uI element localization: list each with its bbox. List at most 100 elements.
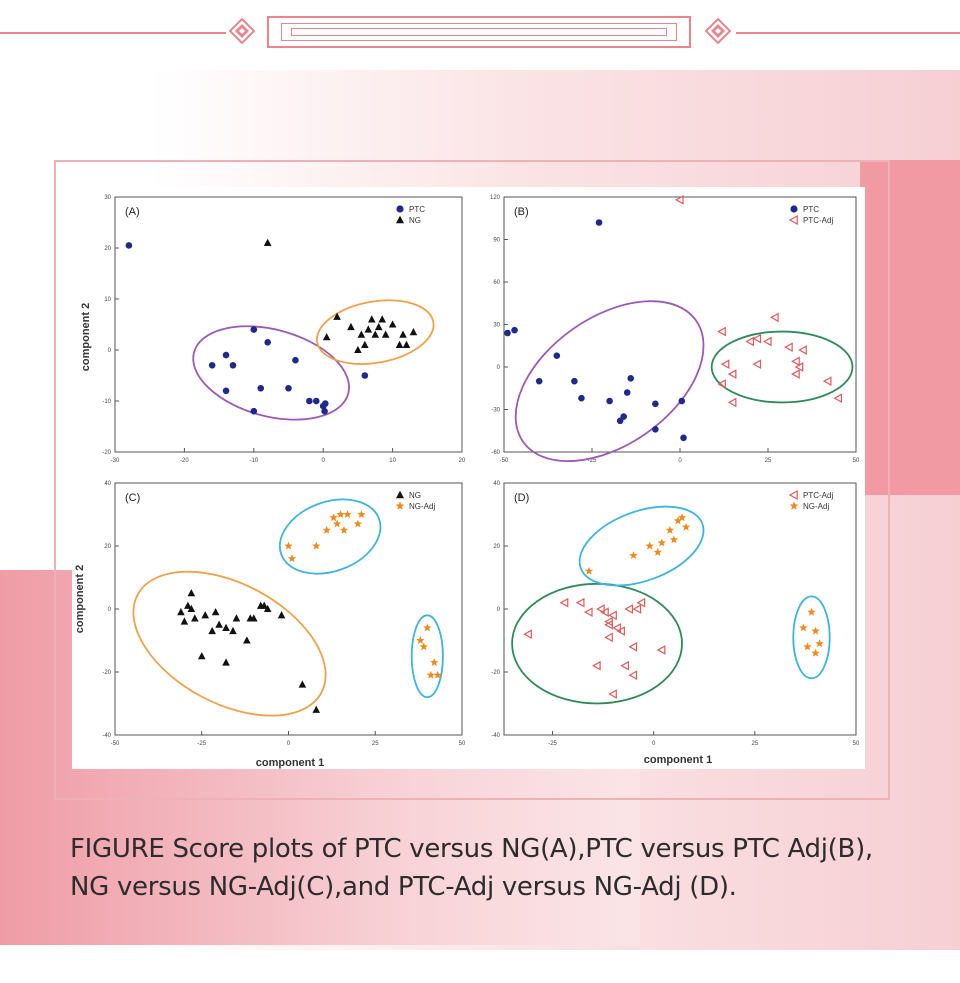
ellipse-purple [514, 300, 705, 463]
x-tick-label: 0 [287, 741, 291, 747]
point-ng [312, 705, 321, 713]
ellipse-blue [578, 505, 705, 587]
x-tick-label: -50 [111, 741, 120, 747]
point-ng [347, 322, 355, 331]
point-ptc [264, 339, 271, 346]
legend-marker [790, 205, 798, 213]
point-ptc-adj [636, 597, 646, 608]
xlabel-right: component 1 [644, 754, 712, 766]
point-ng [191, 614, 199, 622]
point-ng [177, 607, 185, 616]
point-ng [215, 620, 223, 628]
x-tick-label: 0 [322, 458, 326, 464]
ellipse-purple [192, 325, 350, 421]
legend-marker [396, 215, 404, 224]
point-ptc [623, 389, 631, 396]
y-tick-label: 30 [104, 195, 111, 201]
point-ptc-adj [720, 359, 730, 369]
point-ng [298, 680, 307, 688]
point-ptc-adj [604, 616, 613, 627]
point-ng [378, 315, 386, 323]
point-ptc [678, 397, 686, 405]
x-tick-label: 25 [765, 458, 772, 464]
panel-label: (B) [514, 206, 529, 218]
header-line-right [736, 32, 960, 34]
point-ptc [627, 375, 635, 382]
y-tick-label: 0 [497, 607, 501, 613]
legend-label: NG-Adj [803, 502, 829, 511]
x-tick-label: 0 [652, 741, 656, 747]
ellipse-blue [278, 498, 382, 575]
ellipse-orange [132, 570, 327, 717]
point-ng-adj [353, 519, 363, 528]
point-ng [364, 325, 373, 333]
ellipse-blue [410, 614, 444, 699]
panel-1: -50 -25 0 25 50 -60 -30 0 30 60 90 120 (B) PTC PTC-Adj [490, 195, 860, 464]
ylabel-top: component 2 [80, 303, 92, 371]
point-ng [184, 601, 192, 609]
point-ng-adj [416, 636, 425, 644]
point-ptc-adj [717, 326, 726, 337]
background-right-block [860, 160, 960, 495]
x-tick-label: 10 [389, 458, 396, 464]
point-ng-adj [657, 538, 666, 547]
legend-marker [789, 501, 799, 510]
plot-frame [114, 196, 463, 453]
point-ptc-adj [632, 604, 642, 614]
y-tick-label: 20 [104, 246, 111, 252]
point-ptc-adj [791, 356, 800, 367]
y-tick-label: -40 [491, 733, 500, 739]
point-ptc [250, 326, 258, 333]
x-tick-label: 50 [853, 741, 860, 747]
header-line-left [0, 32, 226, 34]
y-tick-label: -30 [491, 408, 500, 414]
x-tick-label: -25 [588, 458, 597, 464]
xlabel-left: component 1 [256, 757, 324, 769]
point-ptc [652, 426, 659, 433]
x-tick-label: -20 [180, 458, 189, 464]
point-ng-adj [322, 525, 331, 534]
point-ptc [680, 434, 687, 442]
point-ng [263, 604, 272, 613]
ellipse-orange [316, 299, 435, 365]
point-ng [222, 658, 230, 666]
x-tick-label: -30 [111, 458, 120, 464]
y-tick-label: 20 [104, 544, 111, 550]
point-ng [367, 315, 376, 323]
point-ptc [222, 387, 230, 395]
point-ng [333, 312, 341, 320]
point-ptc [125, 242, 133, 249]
point-ng [361, 340, 369, 348]
point-ptc [257, 384, 265, 392]
legend-marker [788, 214, 798, 226]
point-ptc-adj [592, 660, 601, 671]
point-ng-adj [426, 670, 435, 679]
panel-label: (A) [125, 206, 140, 218]
y-tick-label: 0 [497, 365, 501, 371]
point-ptc [652, 400, 659, 408]
point-ptc-adj [628, 670, 638, 680]
point-ng [187, 589, 196, 597]
point-ptc [222, 351, 230, 359]
x-tick-label: 50 [459, 741, 466, 747]
panel-label: (D) [514, 492, 529, 504]
point-ptc [606, 397, 613, 405]
legend-label: PTC-Adj [803, 491, 833, 500]
point-ptc-adj [624, 604, 634, 614]
ylabel-bottom: component 2 [74, 565, 86, 633]
point-ng-adj [433, 670, 442, 679]
legend-label: PTC [803, 205, 819, 214]
point-ng [381, 330, 390, 338]
figure-card: component 2 component 2 component 1 comp… [72, 187, 865, 769]
y-tick-label: 90 [493, 238, 500, 244]
point-ptc [553, 352, 561, 359]
y-tick-label: -20 [491, 670, 500, 676]
point-ng-adj [653, 547, 662, 556]
y-tick-label: 20 [493, 544, 500, 550]
point-ptc-adj [784, 342, 793, 352]
point-ptc-adj [717, 379, 726, 389]
header-title-frame-inner2 [291, 28, 667, 36]
y-tick-label: -40 [102, 733, 111, 739]
point-ng [399, 330, 407, 338]
